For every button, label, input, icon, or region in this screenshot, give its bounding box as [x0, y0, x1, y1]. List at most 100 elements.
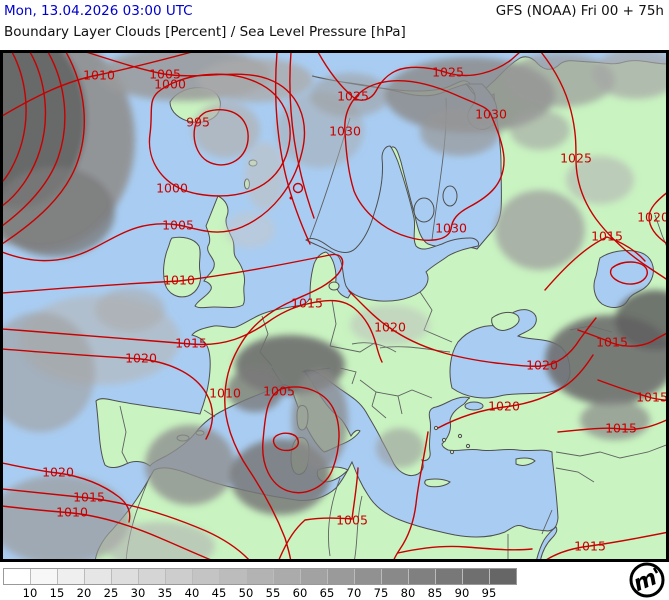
isobar-1025	[317, 52, 521, 101]
isobar-label: 1030	[329, 124, 361, 139]
isobar-1005	[3, 52, 306, 262]
aegean-island	[441, 437, 447, 443]
lake-onega	[442, 185, 458, 207]
isobar-1020	[3, 348, 214, 440]
isobar-1020	[437, 354, 594, 429]
island-ireland	[163, 236, 201, 298]
isobar-labels: 9951000100010051005101010101015101510201…	[42, 65, 668, 554]
legend-cell	[84, 569, 111, 584]
logo-tick	[652, 567, 659, 574]
legend-cell	[4, 569, 30, 584]
chart-title: Boundary Layer Clouds [Percent] / Sea Le…	[4, 24, 406, 40]
map-frame	[0, 50, 669, 562]
legend-cell	[381, 569, 408, 584]
legend-cell	[300, 569, 327, 584]
legend-cell	[111, 569, 138, 584]
isobar-1015	[577, 329, 667, 347]
isobar-1010	[3, 52, 193, 117]
isobar-1015	[3, 299, 383, 363]
legend-tick-label: 35	[157, 586, 173, 600]
sea-of-marmara	[464, 401, 484, 411]
legend-tick-label: 95	[481, 586, 497, 600]
isobar-label: 1020	[526, 358, 558, 373]
legend-cell	[138, 569, 165, 584]
red-sea	[535, 526, 558, 560]
baltic-sea	[305, 145, 479, 302]
isobar-label: 1020	[125, 351, 157, 366]
isobar-1015	[544, 236, 646, 291]
isobar-label: 1005	[336, 513, 368, 528]
isobar-label: 1015	[574, 539, 606, 554]
isobar-label: 1000	[156, 181, 188, 196]
isobar-1010	[3, 505, 213, 560]
isobar-lines	[3, 52, 667, 560]
legend-tick-label: 80	[400, 586, 416, 600]
isobar-1025	[540, 52, 667, 281]
isobar-1015	[3, 488, 251, 560]
isobar-label: 995	[186, 115, 210, 130]
isobar-label: 1025	[337, 89, 369, 104]
legend-tick-label: 10	[22, 586, 38, 600]
isobar-1000	[148, 73, 291, 197]
meteociel-logo: m	[629, 562, 665, 598]
legend-cell	[462, 569, 489, 584]
legend-cell	[408, 569, 435, 584]
legend-tick-label: 50	[238, 586, 254, 600]
isobar-1020	[3, 462, 131, 523]
isobar-1030	[344, 80, 505, 241]
legend-cell	[165, 569, 192, 584]
isobar-1010	[3, 253, 344, 560]
isobar-1020	[348, 290, 597, 367]
legend-cell	[435, 569, 462, 584]
isobar-1005	[278, 467, 359, 560]
isobar-label: 1010	[56, 505, 88, 520]
island-zealand	[328, 281, 340, 291]
legend-tick-label: 20	[76, 586, 92, 600]
aegean-island	[465, 443, 471, 449]
valid-datetime: Mon, 13.04.2026 03:00 UTC	[4, 3, 193, 19]
isobar-label: 1020	[374, 320, 406, 335]
isobar-1005-italy-low	[262, 386, 340, 494]
isobar-label: 1005	[263, 384, 295, 399]
isobar-label: 1030	[475, 107, 507, 122]
isobar-1015	[544, 531, 667, 560]
legend-tick-label: 30	[130, 586, 146, 600]
isobar-1015	[597, 379, 667, 402]
aegean-island	[449, 449, 455, 455]
legend-tick-label: 40	[184, 586, 200, 600]
isobar-1015	[557, 419, 667, 433]
lake-ladoga	[413, 197, 435, 223]
isobar-label: 1025	[560, 151, 592, 166]
legend-cell	[273, 569, 300, 584]
isobar-label: 1015	[591, 229, 623, 244]
model-run-info: GFS (NOAA) Fri 00 + 75h	[495, 3, 664, 19]
legend-tick-label: 55	[265, 586, 281, 600]
black-sea	[449, 309, 571, 399]
legend-cell	[192, 569, 219, 584]
isobar-label: 1015	[605, 421, 637, 436]
aegean-island	[457, 433, 463, 439]
legend-tick-label: 65	[319, 586, 335, 600]
isobar-label: 1000	[154, 77, 186, 92]
isobar-label: 1020	[42, 465, 74, 480]
legend-tick-label: 70	[346, 586, 362, 600]
isobar-label: 1015	[636, 390, 668, 405]
legend-tick-label: 90	[454, 586, 470, 600]
isobar-label: 1020	[488, 399, 520, 414]
isobar-label: 1030	[435, 221, 467, 236]
legend-cell	[489, 569, 516, 584]
legend-cell	[246, 569, 273, 584]
isobar-1020	[648, 191, 667, 245]
legend-tick-label: 60	[292, 586, 308, 600]
isobar-label: 1005	[149, 67, 181, 82]
legend-cell	[354, 569, 381, 584]
isobar-label: 1015	[175, 336, 207, 351]
cloud-cover-legend-labels: 10 15 20 25 30 35 40 45 50 55 60 65 70 75 80 85 90 95	[0, 586, 560, 600]
inland-seas	[305, 83, 654, 560]
isobar-label: 1005	[162, 218, 194, 233]
isobar-label: 1010	[209, 386, 241, 401]
cloud-cover-layer	[3, 52, 667, 560]
isobar-label: 1015	[596, 335, 628, 350]
